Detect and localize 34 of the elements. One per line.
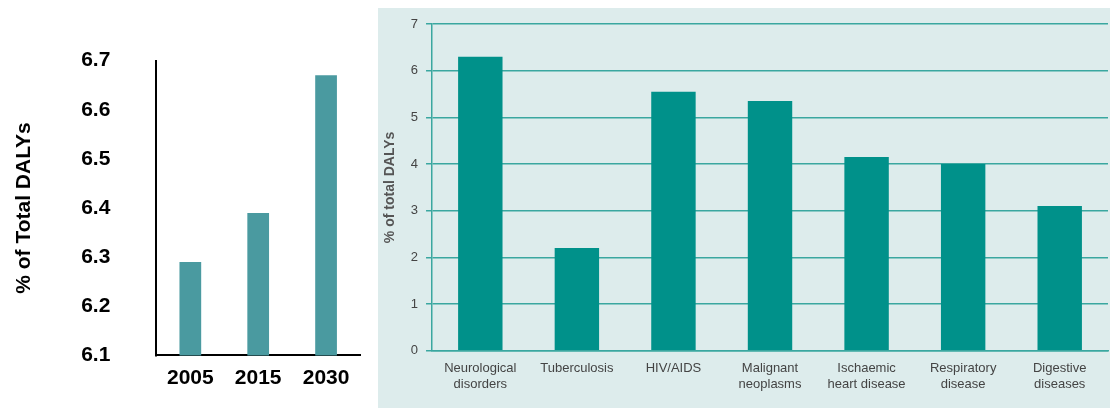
y-tick-label: 6.1: [81, 342, 111, 366]
bar: [844, 157, 889, 351]
x-tick-label: Ischaemic heart disease: [827, 360, 906, 391]
y-tick-label: 6.6: [81, 96, 111, 120]
bar: [1037, 206, 1082, 351]
bar: [554, 248, 600, 351]
x-tick-label: 2005: [166, 364, 215, 388]
bar: [747, 101, 793, 351]
y-tick-label: 3: [410, 202, 419, 218]
y-tick-label: 0: [410, 342, 419, 358]
x-tick-label: Respiratory disease: [929, 360, 997, 391]
x-tick-label: 2015: [234, 364, 282, 388]
x-tick-label: Malignant neoplasms: [738, 360, 802, 391]
y-tick-label: 2: [410, 249, 419, 265]
x-tick-label: Tuberculosis: [540, 360, 614, 376]
y-tick-label: 6.4: [81, 194, 111, 218]
y-tick-label: 6.5: [81, 145, 111, 169]
y-tick-label: 1: [410, 295, 419, 311]
y-tick-label: 6.3: [81, 243, 111, 267]
y-tick-label: 5: [410, 108, 419, 124]
y-axis-title: % of total DALYs: [381, 131, 398, 244]
y-tick-label: 6: [410, 62, 419, 78]
bar: [651, 91, 696, 351]
bar: [458, 56, 503, 351]
bar: [940, 164, 986, 351]
x-tick-label: Neurological disorders: [444, 360, 517, 391]
x-tick-label: 2030: [302, 364, 350, 388]
y-tick-label: 6.7: [81, 47, 111, 71]
y-tick-label: 6.2: [81, 293, 111, 317]
y-tick-label: 4: [410, 155, 419, 171]
x-tick-label: Digestive diseases: [1032, 360, 1087, 391]
y-tick-label: 7: [410, 15, 419, 31]
x-tick-label: HIV/AIDS: [645, 360, 702, 376]
y-axis-title: % of Total DALYs: [11, 122, 35, 294]
